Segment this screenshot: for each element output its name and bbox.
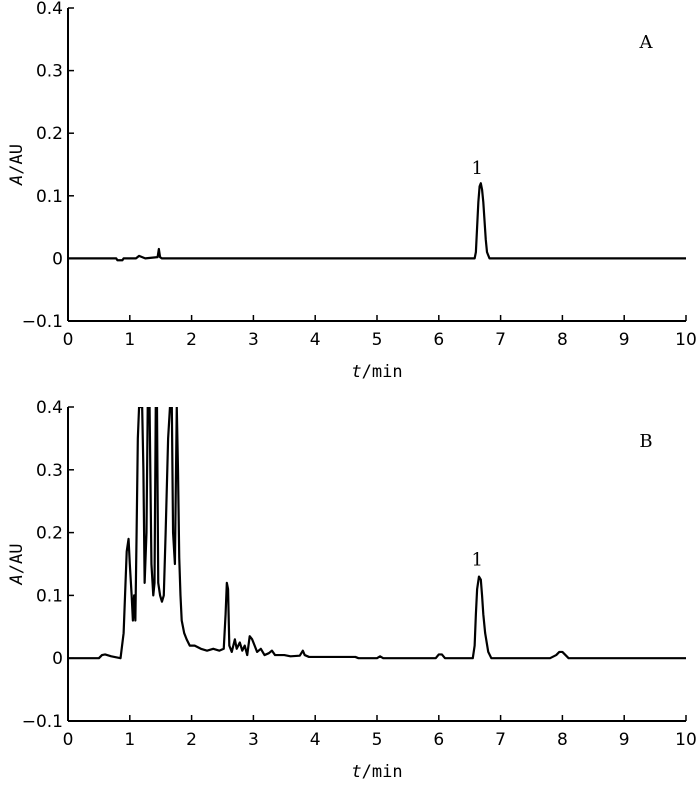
x-tick-label: 10 <box>675 330 697 350</box>
y-tick-label: 0.2 <box>36 524 63 544</box>
x-tick-label: 1 <box>124 330 135 350</box>
y-tick-label: 0 <box>52 249 63 269</box>
x-tick-label: 10 <box>675 730 697 750</box>
y-axis-label: A/AU <box>7 544 27 586</box>
x-tick-label: 0 <box>63 330 74 350</box>
y-tick-label: 0.3 <box>36 461 63 481</box>
y-tick-label: 0.2 <box>36 124 63 144</box>
x-tick-label: 7 <box>495 730 506 750</box>
x-axis-label: t/min <box>351 362 402 382</box>
peak-label: 1 <box>471 158 482 179</box>
y-tick-label: 0.4 <box>36 0 63 19</box>
x-tick-label: 9 <box>619 730 630 750</box>
x-tick-label: 3 <box>248 330 259 350</box>
x-tick-label: 7 <box>495 330 506 350</box>
x-axis-label: t/min <box>351 762 402 782</box>
x-tick-label: 4 <box>310 330 321 350</box>
x-tick-label: 3 <box>248 730 259 750</box>
x-tick-label: 5 <box>372 330 383 350</box>
chromatogram-trace <box>68 407 686 660</box>
y-tick-label: 0.3 <box>36 62 63 82</box>
x-tick-label: 2 <box>186 330 197 350</box>
x-axis-label-var: t <box>351 362 361 382</box>
y-axis-label-unit: /AU <box>7 544 27 575</box>
y-axis-label-var: A <box>7 574 27 585</box>
x-tick-label: 6 <box>433 330 444 350</box>
y-tick-label: −0.1 <box>22 312 63 332</box>
x-axis-label-var: t <box>351 762 361 782</box>
y-axis-label-var: A <box>7 175 27 186</box>
x-axis-label-unit: /min <box>362 762 403 782</box>
y-tick-label: 0 <box>52 649 63 669</box>
x-tick-label: 6 <box>433 730 444 750</box>
x-tick-label: 4 <box>310 730 321 750</box>
y-tick-label: 0.1 <box>36 586 63 606</box>
x-axis-label-unit: /min <box>362 362 403 382</box>
x-tick-label: 8 <box>557 730 568 750</box>
x-tick-label: 0 <box>63 730 74 750</box>
y-tick-label: 0.4 <box>36 398 63 418</box>
chromatogram-trace <box>68 182 686 262</box>
x-tick-label: 5 <box>372 730 383 750</box>
panel-label: B <box>639 431 652 452</box>
peak-label: 1 <box>471 549 482 570</box>
x-tick-label: 1 <box>124 730 135 750</box>
y-axis-label: A/AU <box>7 144 27 186</box>
y-tick-label: −0.1 <box>22 712 63 732</box>
x-tick-label: 8 <box>557 330 568 350</box>
y-axis-label-unit: /AU <box>7 144 27 175</box>
y-tick-label: 0.1 <box>36 187 63 207</box>
x-tick-label: 2 <box>186 730 197 750</box>
panel-label: A <box>639 32 654 53</box>
x-tick-label: 9 <box>619 330 630 350</box>
